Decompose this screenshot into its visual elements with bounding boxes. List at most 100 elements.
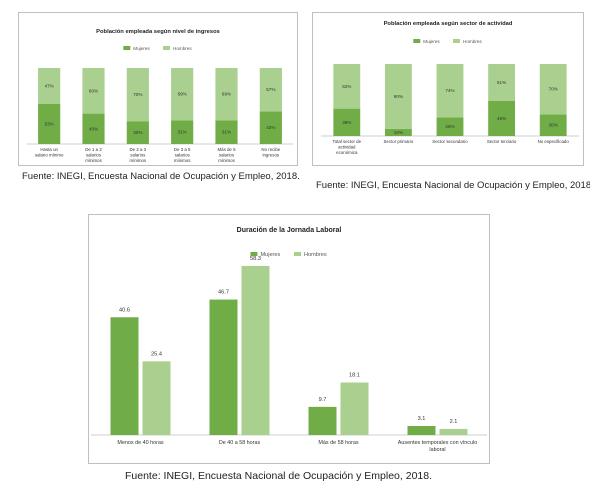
category-label-de-2-a-3-salarios-minimos: De 2 a 3 — [130, 147, 147, 152]
data-label-hombres-hasta-un-salario-minimo: 47% — [45, 83, 54, 88]
bar-hombres-no-especificado — [539, 64, 567, 115]
data-label-mujeres-sector-terciario: 49% — [497, 116, 506, 121]
data-label-mujeres-de-3-a-5-salarios-minimos: 31% — [178, 130, 187, 135]
legend-label-mujeres: Mujeres — [260, 252, 280, 258]
category-label-de-3-a-5-salarios-minimos-line3: mínimos — [174, 158, 191, 163]
data-label-mujeres-total-sector-de-actividad-economica: 38% — [342, 120, 351, 125]
legend-label-hombres: Hombres — [173, 46, 192, 51]
data-label-mujeres-ausentes-temporales-con-vinculo-laboral: 3.1 — [418, 416, 426, 422]
bar-hombres-menos-de-40-horas — [142, 361, 171, 435]
bar-hombres-de-3-a-5-salarios-minimos — [171, 68, 194, 121]
data-label-hombres-mas-de-58-horas: 18.1 — [349, 373, 360, 379]
source-note-jornada: Fuente: INEGI, Encuesta Nacional de Ocup… — [125, 470, 433, 482]
chart-panel-ingresos: Población empleada según nivel de ingres… — [18, 12, 298, 166]
chart-ingresos: Población empleada según nivel de ingres… — [27, 29, 293, 163]
chart-title: Población empleada según nivel de ingres… — [96, 29, 220, 35]
bar-mujeres-de-1-a-2-salarios-minimos — [82, 113, 105, 144]
data-label-mujeres-menos-de-40-horas: 40.6 — [119, 307, 130, 313]
data-label-hombres-sector-terciario: 51% — [497, 80, 506, 85]
bar-mujeres-ausentes-temporales-con-vinculo-laboral — [407, 426, 436, 435]
bar-hombres-no-recibe-ingresos — [259, 68, 282, 112]
legend-label-mujeres: Mujeres — [133, 46, 150, 51]
category-label-de-1-a-2-salarios-minimos-line2: salarios — [86, 152, 102, 157]
category-label-de-3-a-5-salarios-minimos: De 3 a 5 — [174, 147, 191, 152]
category-label-sector-terciario: Sector terciario — [487, 139, 517, 144]
category-label-mas-de-5-salarios-minimos: Más de 5 — [217, 147, 236, 152]
legend-swatch-hombres — [163, 46, 170, 50]
category-label-total-sector-de-actividad-economica-line3: económica — [336, 150, 358, 155]
category-label-de-1-a-2-salarios-minimos-line3: mínimos — [85, 158, 102, 163]
bar-mujeres-hasta-un-salario-minimo — [38, 103, 61, 144]
legend-label-hombres: Hombres — [304, 252, 327, 258]
bar-mujeres-sector-primario — [384, 128, 412, 136]
chart-panel-sector: Población empleada según sector de activ… — [312, 12, 584, 166]
chart-title: Población empleada según sector de activ… — [384, 21, 513, 27]
data-label-hombres-mas-de-5-salarios-minimos: 69% — [222, 92, 231, 97]
bar-hombres-mas-de-5-salarios-minimos — [215, 68, 238, 121]
bar-mujeres-menos-de-40-horas — [110, 317, 139, 435]
chart-title: Duración de la Jornada Laboral — [237, 227, 342, 234]
category-label-mas-de-5-salarios-minimos-line3: mínimos — [218, 158, 235, 163]
data-label-hombres-sector-secundario: 74% — [445, 88, 454, 93]
category-label-de-1-a-2-salarios-minimos: De 1 a 2 — [85, 147, 102, 152]
bar-hombres-de-1-a-2-salarios-minimos — [82, 68, 105, 114]
chart-jornada: Duración de la Jornada Laboral Mujeres Hom… — [91, 227, 487, 453]
bar-mujeres-no-especificado — [539, 114, 567, 136]
data-label-hombres-de-40-a-58-horas: 58.3 — [250, 256, 261, 262]
source-note-ingresos: Fuente: INEGI, Encuesta Nacional de Ocup… — [22, 171, 300, 182]
legend-swatch-mujeres — [413, 39, 421, 43]
category-label-sector-primario: Sector primario — [384, 139, 414, 144]
category-label-mas-de-58-horas: Más de 58 horas — [318, 440, 358, 446]
category-label-menos-de-40-horas: Menos de 40 horas — [117, 440, 163, 446]
category-label-ausentes-temporales-con-vinculo-laboral-line2: laboral — [429, 447, 445, 453]
category-label-no-recibe-ingresos-line2: ingresos — [263, 152, 280, 157]
data-label-mujeres-de-40-a-58-horas: 46.7 — [218, 290, 229, 296]
data-label-hombres-sector-primario: 90% — [394, 94, 403, 99]
data-label-hombres-menos-de-40-horas: 25.4 — [151, 351, 162, 357]
legend-swatch-mujeres — [123, 46, 131, 50]
bar-mujeres-total-sector-de-actividad-economica — [333, 108, 361, 136]
data-label-hombres-de-2-a-3-salarios-minimos: 70% — [133, 92, 142, 97]
bar-hombres-total-sector-de-actividad-economica — [333, 64, 361, 109]
data-label-mujeres-sector-primario: 10% — [394, 130, 403, 135]
category-label-no-recibe-ingresos: No recibe — [261, 147, 280, 152]
data-label-hombres-no-recibe-ingresos: 57% — [266, 87, 275, 92]
legend-label-mujeres: Mujeres — [423, 39, 440, 44]
bar-hombres-de-2-a-3-salarios-minimos — [126, 68, 149, 122]
data-label-hombres-no-especificado: 70% — [549, 87, 558, 92]
category-label-hasta-un-salario-minimo-line2: salario mínimo — [35, 152, 64, 157]
legend-label-hombres: Hombres — [463, 39, 482, 44]
bar-hombres-sector-primario — [384, 64, 412, 129]
bar-mujeres-mas-de-5-salarios-minimos — [215, 120, 238, 144]
category-label-mas-de-5-salarios-minimos-line2: salarios — [219, 152, 235, 157]
bar-mujeres-de-2-a-3-salarios-minimos — [126, 121, 149, 144]
data-label-mujeres-de-1-a-2-salarios-minimos: 40% — [89, 126, 98, 131]
category-label-de-2-a-3-salarios-minimos-line2: salarios — [130, 152, 146, 157]
category-label-de-40-a-58-horas: De 40 a 58 horas — [219, 440, 261, 446]
chart-sector: Población empleada según sector de activ… — [321, 21, 579, 155]
category-label-total-sector-de-actividad-economica: Total sector de — [333, 139, 362, 144]
data-label-mujeres-mas-de-58-horas: 9.7 — [319, 397, 327, 403]
bar-hombres-sector-terciario — [488, 64, 516, 101]
category-label-ausentes-temporales-con-vinculo-laboral: Ausentes temporales con vínculo — [398, 440, 477, 446]
bar-hombres-hasta-un-salario-minimo — [38, 68, 61, 104]
data-label-mujeres-hasta-un-salario-minimo: 53% — [45, 121, 54, 126]
category-label-de-2-a-3-salarios-minimos-line3: mínimos — [130, 158, 147, 163]
chart-panel-jornada: Duración de la Jornada Laboral Mujeres Hom… — [88, 214, 490, 464]
category-label-total-sector-de-actividad-economica-line2: actividad — [338, 144, 356, 149]
data-label-mujeres-sector-secundario: 26% — [445, 124, 454, 129]
source-note-sector: Fuente: INEGI, Encuesta Nacional de Ocup… — [316, 180, 590, 191]
data-label-hombres-de-3-a-5-salarios-minimos: 69% — [178, 92, 187, 97]
category-label-sector-secundario: Sector secundario — [432, 139, 468, 144]
data-label-mujeres-no-especificado: 30% — [549, 123, 558, 128]
legend-swatch-hombres — [294, 252, 301, 256]
data-label-mujeres-de-2-a-3-salarios-minimos: 30% — [133, 130, 142, 135]
legend-swatch-hombres — [453, 39, 460, 43]
bar-mujeres-sector-secundario — [436, 117, 464, 136]
legend-swatch-mujeres — [250, 252, 258, 256]
data-label-hombres-total-sector-de-actividad-economica: 62% — [342, 84, 351, 89]
data-label-hombres-de-1-a-2-salarios-minimos: 60% — [89, 88, 98, 93]
category-label-hasta-un-salario-minimo: Hasta un — [40, 147, 58, 152]
bar-mujeres-no-recibe-ingresos — [259, 111, 282, 144]
category-label-no-especificado: No especificado — [538, 139, 570, 144]
